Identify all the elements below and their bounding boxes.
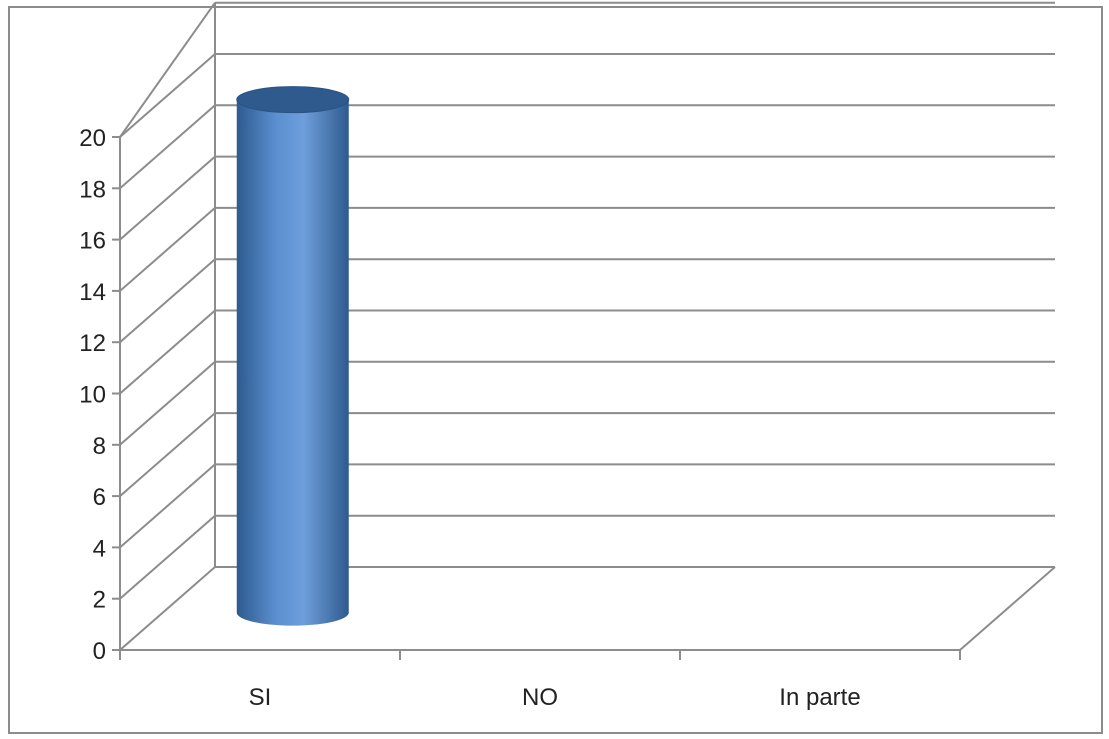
y-tick-label: 8: [93, 433, 106, 460]
y-tick-label: 18: [79, 176, 106, 203]
tick-labels: 0 2 4 6 8 10 12 14 16 18 20 SI NO In parte: [79, 125, 860, 711]
y-tick-label: 10: [79, 382, 106, 409]
y-tick-label: 0: [93, 638, 106, 665]
y-tick-label: 16: [79, 228, 106, 255]
bars: [236, 86, 350, 626]
grid: [119, 1, 1056, 651]
side-gridline: [119, 309, 216, 395]
side-gridline: [119, 207, 216, 292]
side-gridline: [119, 104, 216, 190]
side-gridline: [119, 2, 216, 138]
side-gridline: [119, 463, 216, 549]
side-gridline: [119, 361, 216, 446]
x-tick-label: SI: [249, 684, 272, 711]
bar-si: [236, 86, 350, 626]
y-tick-label: 2: [93, 587, 106, 614]
floor-edge: [959, 566, 1056, 651]
bar-body: [236, 99, 349, 626]
x-tick-label: In parte: [779, 684, 860, 711]
y-tick-label: 20: [79, 125, 106, 152]
x-tick-label: NO: [522, 684, 558, 711]
side-gridline: [119, 155, 216, 241]
side-gridline: [119, 53, 216, 138]
y-tick-label: 14: [79, 279, 106, 306]
side-gridline: [119, 258, 216, 343]
axes: [112, 136, 961, 660]
y-tick-label: 12: [79, 330, 106, 357]
side-gridline: [119, 514, 216, 600]
side-gridline: [119, 412, 216, 497]
side-gridline: [119, 566, 216, 651]
bar-top-cap: [236, 86, 350, 114]
y-tick-label: 4: [93, 535, 106, 562]
y-tick-label: 6: [93, 484, 106, 511]
